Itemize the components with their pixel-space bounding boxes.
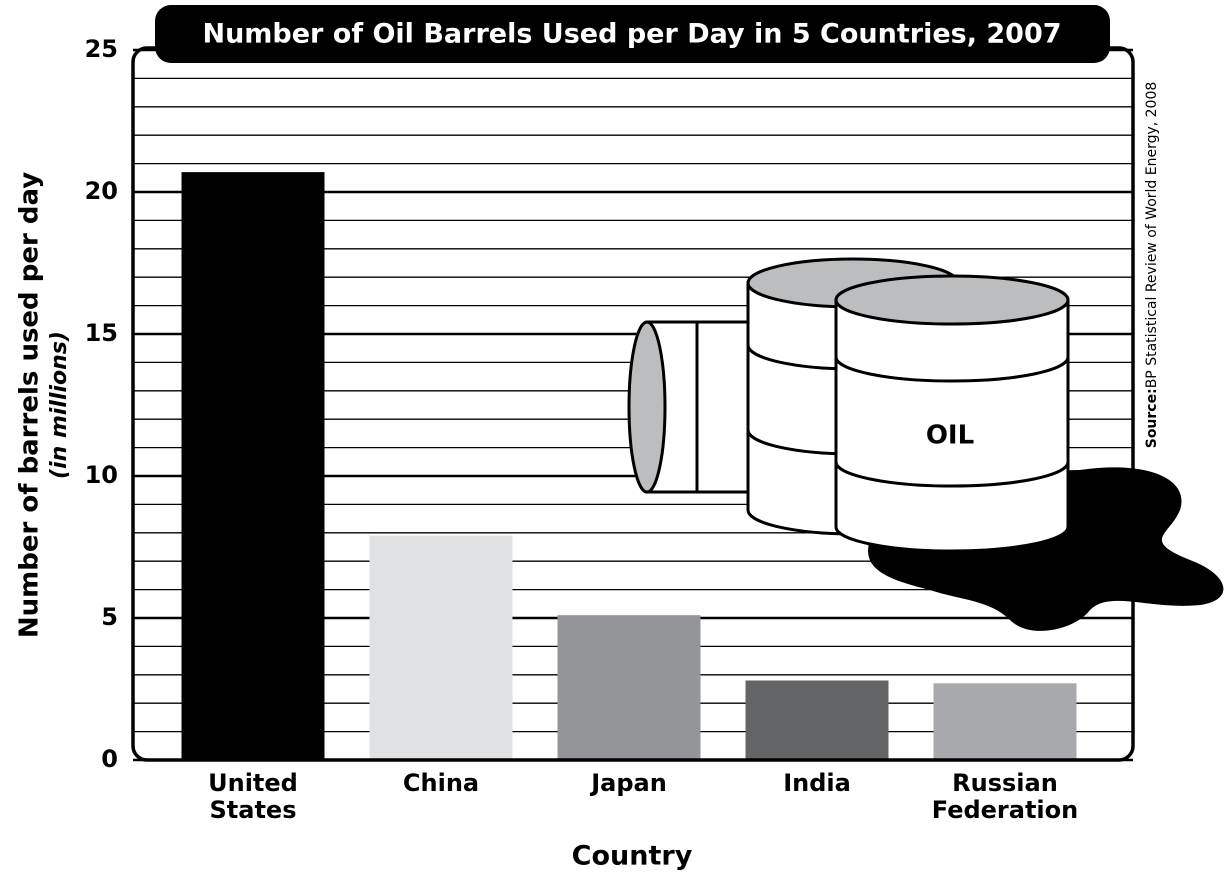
y-tick-label: 15 bbox=[85, 319, 118, 347]
barrel-front bbox=[834, 298, 1070, 553]
title-box bbox=[155, 5, 1110, 63]
bar bbox=[933, 683, 1077, 760]
bar bbox=[745, 680, 889, 760]
y-axis-sublabel: (in millions) bbox=[47, 331, 72, 479]
y-tick-label: 5 bbox=[101, 603, 118, 631]
bar bbox=[369, 535, 513, 760]
barrel-top bbox=[834, 274, 1070, 326]
bar bbox=[181, 172, 325, 760]
x-tick-label: United States bbox=[208, 769, 298, 824]
x-tick-label: Russian Federation bbox=[932, 769, 1078, 824]
barrel-label: OIL bbox=[926, 421, 974, 451]
chart-title: Number of Oil Barrels Used per Day in 5 … bbox=[202, 19, 1061, 50]
x-axis-label: Country bbox=[572, 841, 693, 872]
source-label: Source: bbox=[1144, 388, 1160, 448]
y-tick-label: 25 bbox=[85, 35, 118, 63]
source-text: BP Statistical Review of World Energy, 2… bbox=[1144, 82, 1160, 389]
source-note: Source:BP Statistical Review of World En… bbox=[1144, 82, 1160, 449]
barrel-rib bbox=[834, 356, 1070, 488]
x-tick-label: Japan bbox=[589, 769, 667, 797]
y-tick-label: 0 bbox=[101, 745, 118, 773]
y-tick-label: 20 bbox=[85, 177, 118, 205]
x-tick-label: China bbox=[403, 769, 479, 797]
barrel-end bbox=[627, 320, 667, 494]
bars bbox=[181, 172, 1077, 760]
y-axis-label: Number of barrels used per day bbox=[15, 172, 45, 638]
x-tick-label: India bbox=[783, 769, 851, 797]
oil-illustration: OIL bbox=[627, 257, 1224, 631]
bar bbox=[557, 615, 701, 760]
y-tick-label: 10 bbox=[85, 461, 118, 489]
